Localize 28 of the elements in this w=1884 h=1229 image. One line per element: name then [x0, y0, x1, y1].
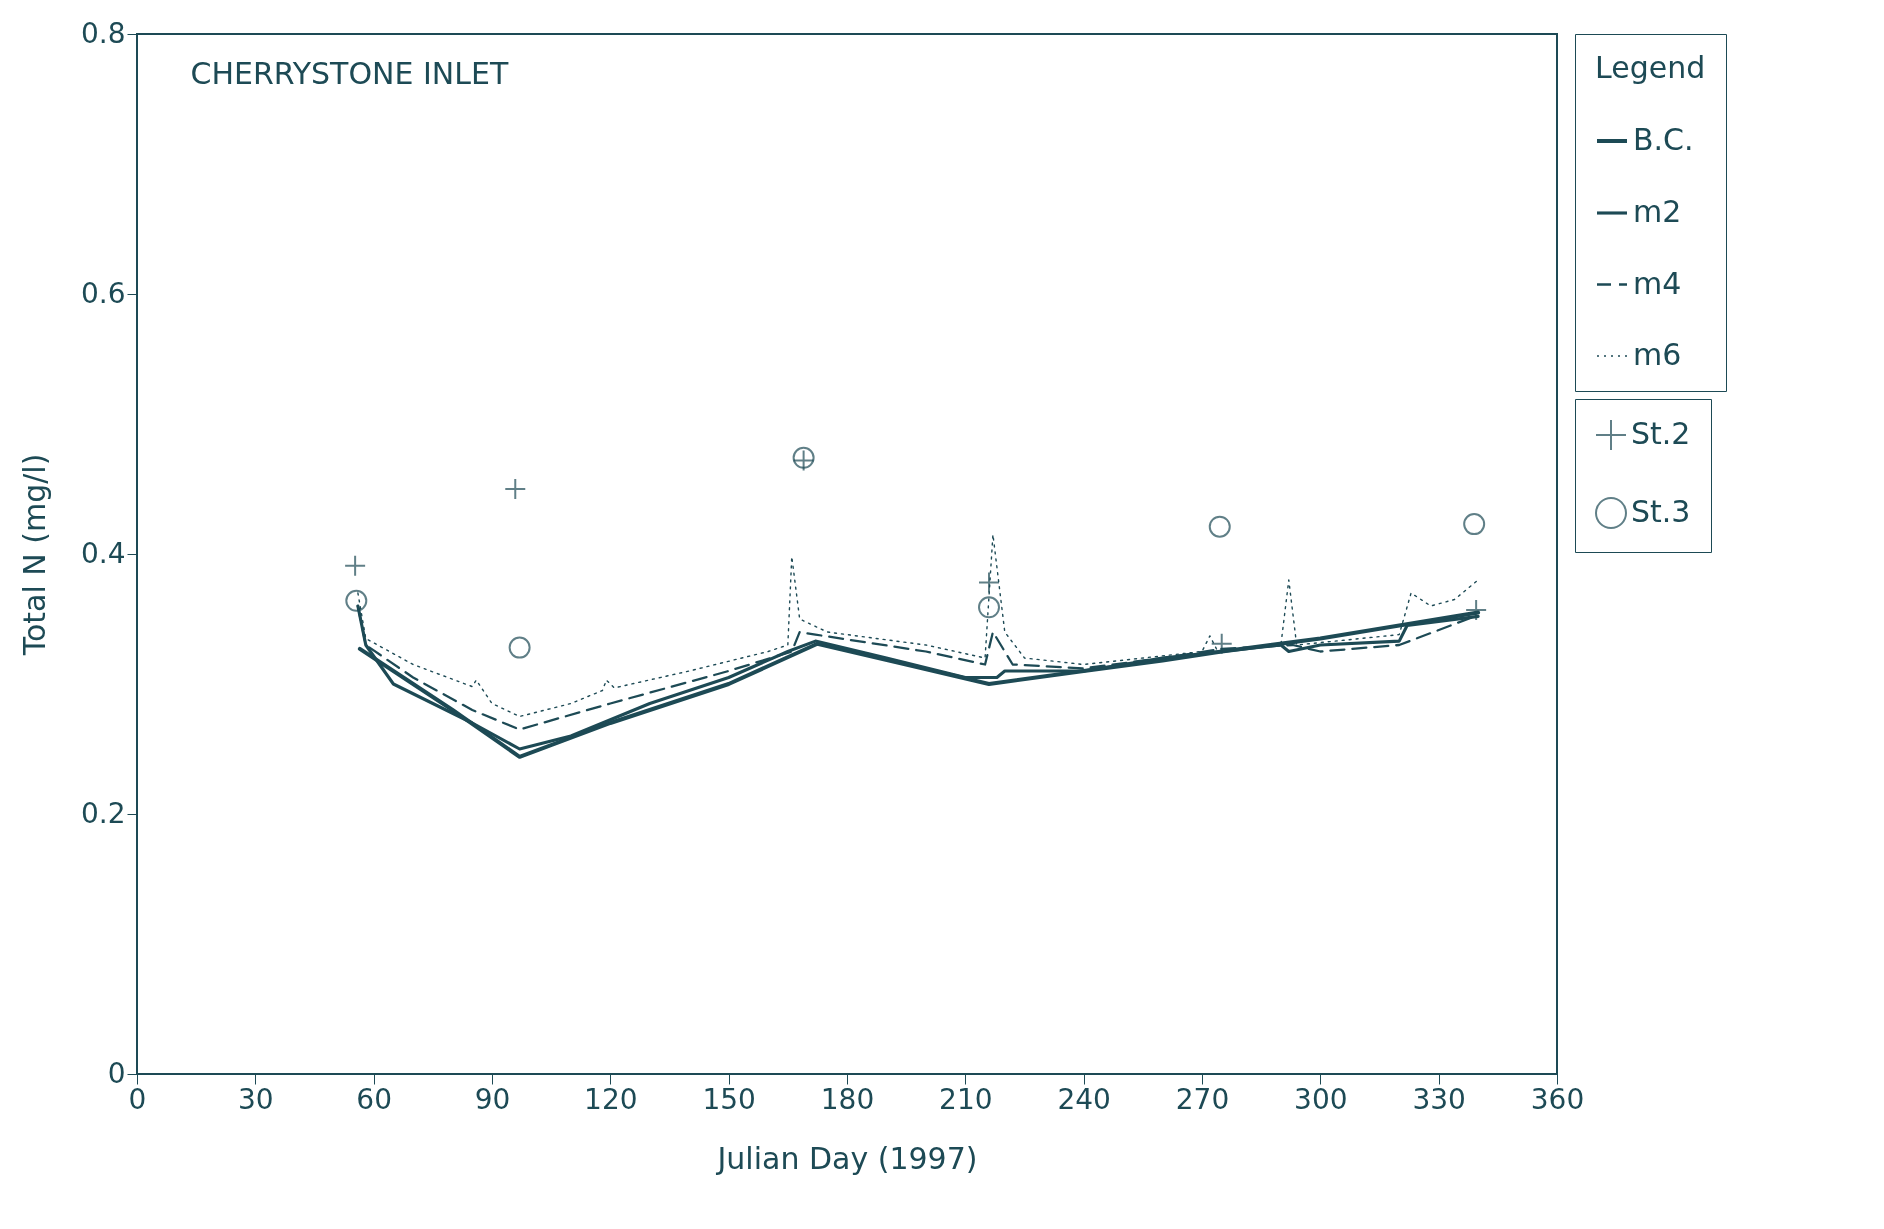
y-tick-label: 0.4: [80, 536, 126, 570]
legend-label: m6: [1633, 337, 1682, 372]
legend-label: St.3: [1631, 494, 1691, 529]
y-tick-label: 0.2: [80, 796, 126, 830]
x-tick-label: 90: [474, 1082, 511, 1116]
legend-label: B.C.: [1633, 122, 1694, 157]
x-tick-label: 330: [1412, 1082, 1466, 1116]
x-tick-label: 360: [1530, 1082, 1585, 1116]
x-tick-label: 210: [939, 1082, 993, 1116]
y-axis-title: Total N (mg/l): [16, 453, 52, 657]
legend-label: m4: [1633, 265, 1682, 301]
x-tick-label: 180: [820, 1082, 875, 1116]
x-tick-label: 240: [1057, 1082, 1111, 1116]
x-tick-label: 0: [128, 1082, 147, 1116]
y-tick-label: 0.6: [80, 276, 126, 310]
legend-title: Legend: [1595, 50, 1706, 85]
x-axis-title: Julian Day (1997): [715, 1140, 978, 1176]
x-tick-label: 120: [584, 1082, 638, 1116]
x-tick-label: 150: [702, 1082, 756, 1116]
y-tick-label: 0.8: [80, 16, 126, 50]
text: CHERRYSTONE INLET: [190, 56, 509, 91]
y-tick-label: 0: [107, 1056, 126, 1090]
x-tick-label: 30: [238, 1082, 274, 1116]
legend-label: m2: [1633, 194, 1682, 229]
x-tick-label: 270: [1175, 1082, 1230, 1116]
x-tick-label: 300: [1294, 1082, 1348, 1116]
legend-label: St.2: [1631, 416, 1691, 451]
x-tick-label: 60: [356, 1082, 392, 1116]
